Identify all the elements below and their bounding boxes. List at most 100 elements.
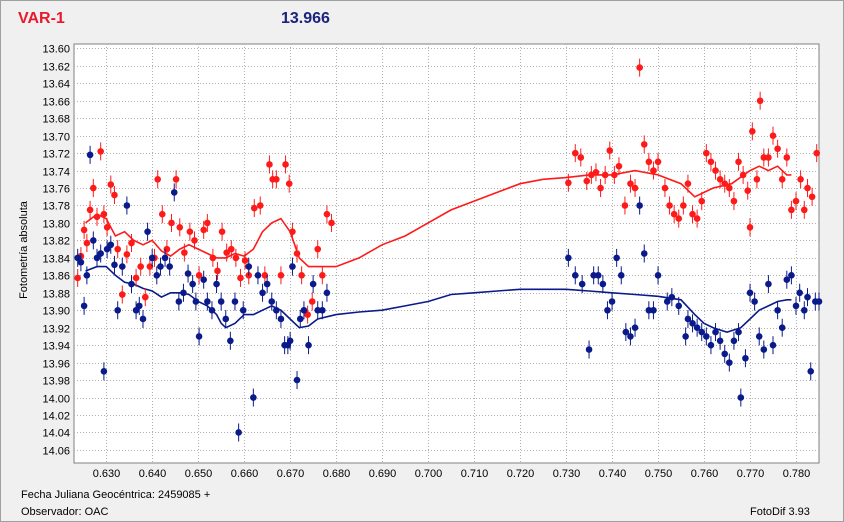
data-point (282, 161, 289, 168)
data-point (680, 202, 687, 209)
data-point (751, 298, 758, 305)
y-tick-label: 13.62 (42, 62, 70, 74)
data-point (144, 228, 151, 235)
data-point (132, 274, 140, 282)
data-point (601, 171, 609, 179)
data-point (703, 333, 710, 340)
data-point (800, 306, 808, 314)
data-point (319, 272, 326, 279)
data-point (796, 289, 803, 297)
data-point (726, 184, 733, 192)
data-point (735, 328, 742, 336)
y-tick-label: 14.04 (42, 428, 70, 440)
x-tick-label: 0.710 (461, 468, 489, 480)
data-point (756, 97, 764, 105)
x-tick-label: 0.700 (415, 468, 443, 480)
data-point (788, 206, 795, 214)
data-point (277, 272, 285, 279)
data-point (746, 289, 754, 297)
data-point (184, 270, 192, 277)
data-point (231, 298, 239, 305)
observer-label: Observador: OAC (21, 506, 109, 518)
data-point (682, 333, 689, 340)
data-point (111, 261, 118, 269)
data-point (305, 341, 312, 349)
data-point (707, 341, 715, 349)
data-point (293, 250, 301, 257)
data-point (778, 176, 786, 183)
data-point (195, 272, 203, 279)
data-point (277, 315, 285, 323)
data-point (778, 324, 786, 331)
data-point (86, 206, 94, 214)
data-point (774, 145, 781, 153)
data-point (712, 328, 719, 336)
data-point (191, 237, 198, 244)
data-point (765, 280, 772, 288)
data-point (606, 147, 614, 154)
data-point (208, 306, 216, 314)
data-point (730, 197, 738, 205)
data-point (170, 189, 178, 196)
data-point (273, 176, 280, 183)
data-point (148, 254, 156, 262)
trend-line-1 (85, 265, 792, 333)
data-point (83, 272, 91, 279)
data-point (232, 254, 240, 262)
data-point (166, 263, 173, 270)
data-point (565, 254, 572, 262)
data-point (304, 311, 311, 318)
data-point (192, 298, 200, 305)
data-point (175, 298, 183, 305)
data-point (200, 276, 207, 283)
trend-line-0 (85, 165, 792, 268)
data-point (565, 179, 572, 187)
data-point (744, 187, 752, 194)
data-point (693, 215, 701, 222)
data-point (293, 376, 301, 384)
data-point (90, 237, 97, 244)
data-point (186, 228, 194, 235)
data-point (721, 180, 729, 187)
data-point (571, 272, 579, 279)
x-tick-label: 0.660 (231, 468, 259, 480)
data-point (645, 306, 653, 314)
y-tick-label: 14.06 (42, 446, 70, 458)
data-point (314, 245, 322, 253)
data-point (640, 141, 648, 148)
data-point (227, 337, 234, 345)
data-point (209, 254, 217, 262)
data-point (223, 249, 230, 256)
data-point (693, 324, 701, 331)
data-point (622, 328, 630, 336)
y-tick-label: 13.66 (42, 97, 70, 109)
data-point (114, 306, 121, 314)
data-point (650, 167, 657, 174)
data-point (755, 333, 763, 340)
x-tick-label: 0.630 (93, 468, 121, 480)
data-point (663, 298, 671, 305)
data-point (631, 184, 639, 192)
y-tick-label: 13.72 (42, 149, 70, 161)
data-point (250, 204, 258, 212)
data-point (760, 346, 768, 353)
data-point (668, 293, 676, 301)
data-point (636, 64, 643, 71)
data-point (74, 274, 81, 282)
data-point (137, 263, 144, 270)
data-point (615, 162, 623, 170)
data-point (703, 149, 710, 157)
data-point (237, 274, 244, 282)
data-point (815, 298, 823, 305)
data-point (323, 210, 331, 218)
y-tick-label: 13.86 (42, 271, 70, 283)
x-tick-label: 0.690 (369, 468, 397, 480)
data-point (268, 298, 276, 305)
data-point (684, 315, 692, 323)
data-point (273, 306, 280, 314)
data-point (97, 148, 104, 155)
data-point (176, 224, 184, 231)
data-point (661, 184, 669, 192)
variable-label: VAR-1 (18, 10, 65, 27)
